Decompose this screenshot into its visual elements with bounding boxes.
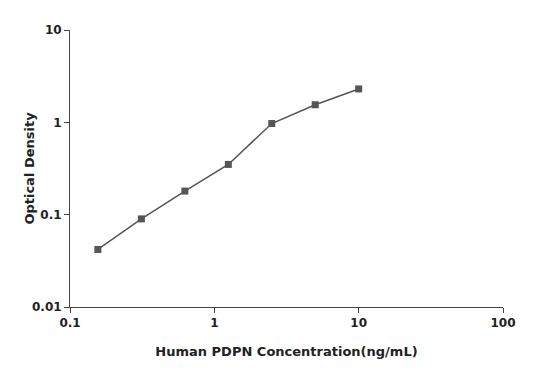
svg-text:Optical Density: Optical Density (22, 112, 37, 225)
svg-text:10: 10 (350, 316, 367, 330)
svg-text:0.1: 0.1 (40, 208, 61, 222)
svg-text:0.01: 0.01 (32, 300, 62, 314)
svg-text:100: 100 (490, 316, 515, 330)
svg-text:1: 1 (53, 116, 61, 130)
svg-text:10: 10 (45, 23, 62, 37)
svg-text:Human PDPN Concentration(ng/mL: Human PDPN Concentration(ng/mL) (155, 344, 417, 359)
svg-text:0.1: 0.1 (59, 316, 80, 330)
svg-text:1: 1 (210, 316, 218, 330)
